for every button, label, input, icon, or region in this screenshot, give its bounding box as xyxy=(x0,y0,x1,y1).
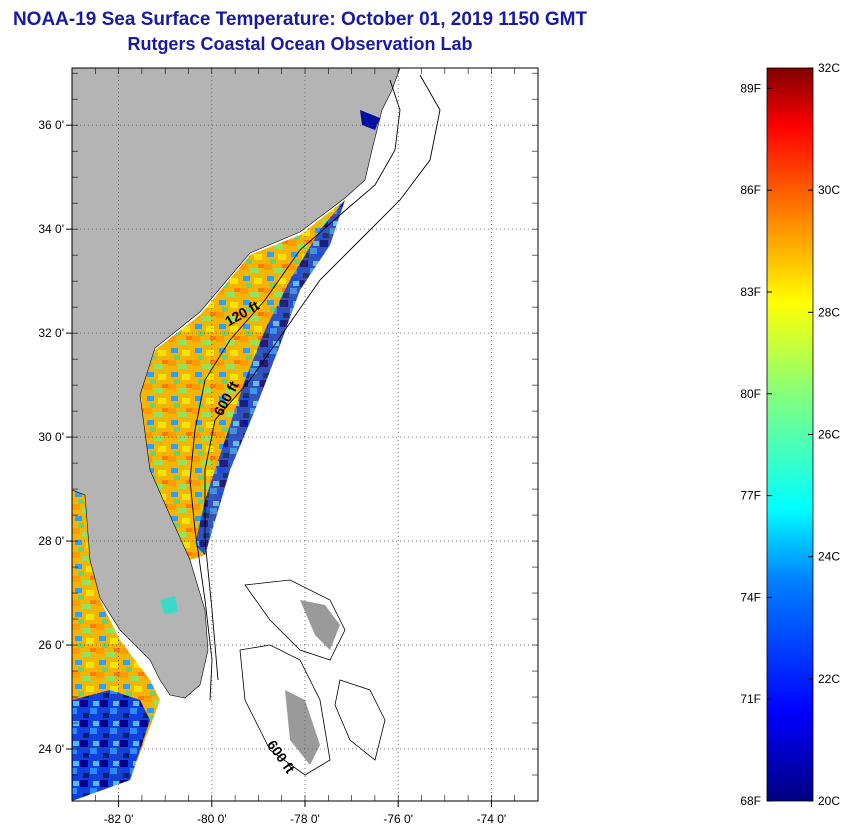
page-subtitle: Rutgers Coastal Ocean Observation Lab xyxy=(127,34,473,54)
lat-tick-label: 32 0' xyxy=(38,326,64,340)
grid-lines xyxy=(72,68,538,801)
land-usa xyxy=(72,68,401,699)
page-title: NOAA-19 Sea Surface Temperature: October… xyxy=(12,9,588,30)
celsius-tick-label: 24C xyxy=(818,550,840,564)
lon-tick-label: -80 0' xyxy=(197,812,227,826)
bahamas-island-andros xyxy=(285,690,320,765)
fahrenheit-tick-label: 86F xyxy=(740,183,761,197)
lat-tick-label: 28 0' xyxy=(38,534,64,548)
fahrenheit-tick-label: 68F xyxy=(740,794,761,808)
celsius-tick-label: 20C xyxy=(818,794,840,808)
bahamas-island-north xyxy=(300,600,340,650)
celsius-tick-label: 32C xyxy=(818,61,840,75)
lat-tick-label: 34 0' xyxy=(38,222,64,236)
contour-600ft xyxy=(204,74,441,681)
fahrenheit-tick-label: 89F xyxy=(740,81,761,95)
sst-cool-band xyxy=(195,200,345,555)
fahrenheit-tick-label: 80F xyxy=(740,387,761,401)
fahrenheit-tick-label: 71F xyxy=(740,692,761,706)
sst-gulf-cool xyxy=(72,690,150,801)
lon-tick-label: -82 0' xyxy=(104,812,134,826)
lat-tick-label: 36 0' xyxy=(38,118,64,132)
bahamas-cays xyxy=(334,679,386,761)
celsius-tick-label: 28C xyxy=(818,305,840,319)
fahrenheit-tick-label: 83F xyxy=(740,285,761,299)
axis-ticks: 36 0' 34 0' 32 0' 30 0' 28 0' 26 0' 24 0' -82 0… xyxy=(38,68,539,826)
fahrenheit-tick-label: 74F xyxy=(740,590,761,604)
lon-tick-label: -78 0' xyxy=(290,812,320,826)
fahrenheit-tick-label: 77F xyxy=(740,489,761,503)
bahamas-bank-south xyxy=(239,644,331,776)
colorbar-ticks: 32C 30C 28C 26C 24C 22C 20C 89F 86F 83F 80F 77F 74F 7… xyxy=(740,61,840,808)
contour-120ft xyxy=(189,79,401,701)
lat-tick-label: 26 0' xyxy=(38,638,64,652)
bahamas-bank xyxy=(244,579,346,661)
celsius-tick-label: 22C xyxy=(818,672,840,686)
lon-tick-label: -74 0' xyxy=(477,812,507,826)
colorbar xyxy=(766,67,814,802)
celsius-tick-label: 26C xyxy=(818,428,840,442)
lat-tick-label: 30 0' xyxy=(38,430,64,444)
lat-tick-label: 24 0' xyxy=(38,742,64,756)
celsius-tick-label: 30C xyxy=(818,183,840,197)
lon-tick-label: -76 0' xyxy=(383,812,413,826)
lake-okeechobee xyxy=(160,596,178,614)
